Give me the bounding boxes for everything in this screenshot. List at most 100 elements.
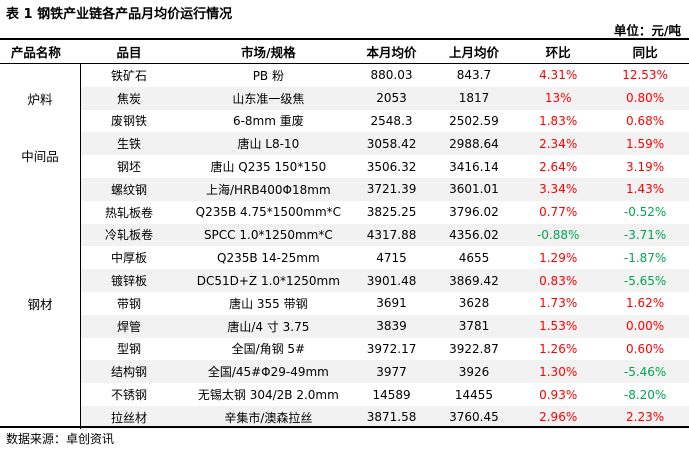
mom-cell: 0.93% — [539, 387, 578, 402]
previous-price-cell: 3781 — [458, 319, 490, 334]
yoy-cell: 0.60% — [626, 341, 665, 356]
current-price-cell: 4715 — [376, 250, 407, 265]
mom-cell: 2.64% — [539, 159, 578, 174]
market-cell: 唐山 Q235 150*150 — [210, 160, 327, 175]
yoy-cell: -0.52% — [623, 205, 667, 220]
item-cell: 不锈钢 — [111, 388, 148, 403]
current-price-cell: 3506.32 — [366, 159, 417, 174]
yoy-cell: 1.62% — [626, 296, 665, 311]
item-cell: 带钢 — [117, 296, 142, 311]
mom-cell: 2.34% — [539, 136, 578, 151]
table-row: 废钢铁 6-8mm 重废 2548.3 2502.59 1.83% 0.68% — [0, 110, 689, 133]
yoy-cell: 0.80% — [626, 91, 665, 106]
table-row: 焦炭 山东准一级焦 2053 1817 13% 0.80% — [0, 86, 689, 110]
current-price-cell: 3871.58 — [366, 410, 417, 425]
group-divider — [80, 64, 81, 133]
mom-cell: 4.31% — [539, 68, 578, 83]
market-cell: 山东准一级焦 — [232, 91, 305, 106]
yoy-cell: -8.20% — [623, 387, 667, 402]
market-cell: 全国/角钢 5# — [231, 342, 306, 357]
current-price-cell: 3825.25 — [366, 205, 417, 220]
mom-cell: 1.83% — [539, 113, 578, 128]
item-cell: 型钢 — [117, 342, 142, 357]
item-cell: 冷轧板卷 — [105, 228, 154, 243]
item-cell: 废钢铁 — [111, 114, 148, 129]
mom-cell: 1.29% — [539, 250, 578, 265]
current-price-cell: 880.03 — [370, 68, 413, 83]
mom-cell: 1.73% — [539, 296, 578, 311]
market-cell: 全国/45#Φ29-49mm — [207, 365, 329, 380]
item-cell: 热轧板卷 — [105, 205, 154, 220]
previous-price-cell: 2988.64 — [449, 136, 499, 151]
current-price-cell: 2548.3 — [370, 113, 413, 128]
previous-price-cell: 3796.02 — [449, 205, 499, 220]
current-price-cell: 4317.88 — [366, 227, 417, 242]
group-divider — [80, 178, 81, 429]
previous-price-cell: 3628 — [458, 296, 490, 311]
yoy-cell: 0.68% — [626, 113, 665, 128]
header-previous-price: 上月均价 — [448, 45, 499, 60]
yoy-cell: 12.53% — [622, 68, 668, 83]
current-price-cell: 3901.48 — [366, 273, 417, 288]
group-divider — [80, 132, 81, 178]
header-rule — [0, 63, 689, 64]
previous-price-cell: 14455 — [454, 387, 494, 402]
current-price-cell: 3721.39 — [366, 182, 417, 197]
unit-label: 单位：元/吨 — [613, 23, 681, 38]
table-row: 冷轧板卷 SPCC 1.0*1250mm*C 4317.88 4356.02 -0.88… — [0, 223, 689, 247]
group-label: 炉料 — [0, 64, 80, 133]
top-rule — [0, 38, 689, 40]
previous-price-cell: 3869.42 — [449, 273, 499, 288]
previous-price-cell: 843.7 — [456, 68, 492, 83]
table-row: 拉丝材 辛集市/澳森拉丝 3871.58 3760.45 2.96% 2.23% — [0, 406, 689, 429]
table-row: 中厚板 Q235B 14-25mm 4715 4655 1.29% -1.87% — [0, 246, 689, 269]
item-cell: 生铁 — [117, 137, 142, 152]
table-row: 热轧板卷 Q235B 4.75*1500mm*C 3825.25 3796.02 0.7… — [0, 201, 689, 224]
yoy-cell: 0.00% — [626, 319, 665, 334]
previous-price-cell: 3926 — [458, 364, 490, 379]
previous-price-cell: 3922.87 — [449, 341, 499, 356]
market-cell: DC51D+Z 1.0*1250mm — [196, 273, 340, 288]
mom-cell: 1.26% — [539, 341, 578, 356]
table-row: 螺纹钢 上海/HRB400Φ18mm 3721.39 3601.01 3.34% 1.43… — [0, 178, 689, 201]
current-price-cell: 3977 — [376, 364, 407, 379]
table-title: 表 1 钢铁产业链各产品月均价运行情况 — [6, 7, 233, 22]
market-cell: 6-8mm 重废 — [232, 114, 304, 129]
yoy-cell: -1.87% — [623, 250, 667, 265]
table-row: 结构钢 全国/45#Φ29-49mm 3977 3926 1.30% -5.46% — [0, 360, 689, 384]
item-cell: 镀锌板 — [111, 274, 148, 289]
table-row: 型钢 全国/角钢 5# 3972.17 3922.87 1.26% 0.60% — [0, 338, 689, 361]
item-cell: 钢坯 — [117, 160, 142, 175]
header-current-price: 本月均价 — [366, 45, 417, 60]
market-cell: 唐山/4 寸 3.75 — [227, 319, 310, 334]
yoy-cell: 2.23% — [626, 410, 665, 425]
market-cell: SPCC 1.0*1250mm*C — [203, 227, 333, 242]
header-item: 品目 — [116, 45, 142, 60]
market-cell: 上海/HRB400Φ18mm — [206, 182, 331, 197]
item-cell: 螺纹钢 — [111, 182, 148, 197]
current-price-cell: 3058.42 — [366, 136, 417, 151]
current-price-cell: 3691 — [376, 296, 407, 311]
table-row: 镀锌板 DC51D+Z 1.0*1250mm 3901.48 3869.42 0.83%… — [0, 269, 689, 292]
item-cell: 焊管 — [117, 319, 142, 334]
header-market: 市场/规格 — [241, 45, 296, 60]
previous-price-cell: 2502.59 — [449, 113, 499, 128]
current-price-cell: 14589 — [372, 387, 411, 402]
item-cell: 中厚板 — [111, 251, 148, 266]
header-product-name: 产品名称 — [10, 45, 61, 60]
market-cell: Q235B 4.75*1500mm*C — [195, 205, 342, 220]
table-row: 焊管 唐山/4 寸 3.75 3839 3781 1.53% 0.00% — [0, 314, 689, 338]
item-cell: 拉丝材 — [111, 410, 148, 425]
yoy-cell: 3.19% — [626, 159, 665, 174]
market-cell: 唐山 L8-10 — [237, 137, 300, 152]
item-cell: 结构钢 — [111, 365, 148, 380]
previous-price-cell: 3416.14 — [449, 159, 499, 174]
mom-cell: 2.96% — [539, 410, 578, 425]
mom-cell: 13% — [544, 91, 572, 106]
yoy-cell: -5.65% — [623, 273, 667, 288]
table-row: 不锈钢 无锡太钢 304/2B 2.0mm 14589 14455 0.93% -8.20… — [0, 383, 689, 406]
market-cell: Q235B 14-25mm — [217, 250, 320, 265]
bottom-rule — [0, 426, 689, 428]
table-row: 钢坯 唐山 Q235 150*150 3506.32 3416.14 2.64% 3.19… — [0, 155, 689, 178]
previous-price-cell: 1817 — [458, 91, 490, 106]
